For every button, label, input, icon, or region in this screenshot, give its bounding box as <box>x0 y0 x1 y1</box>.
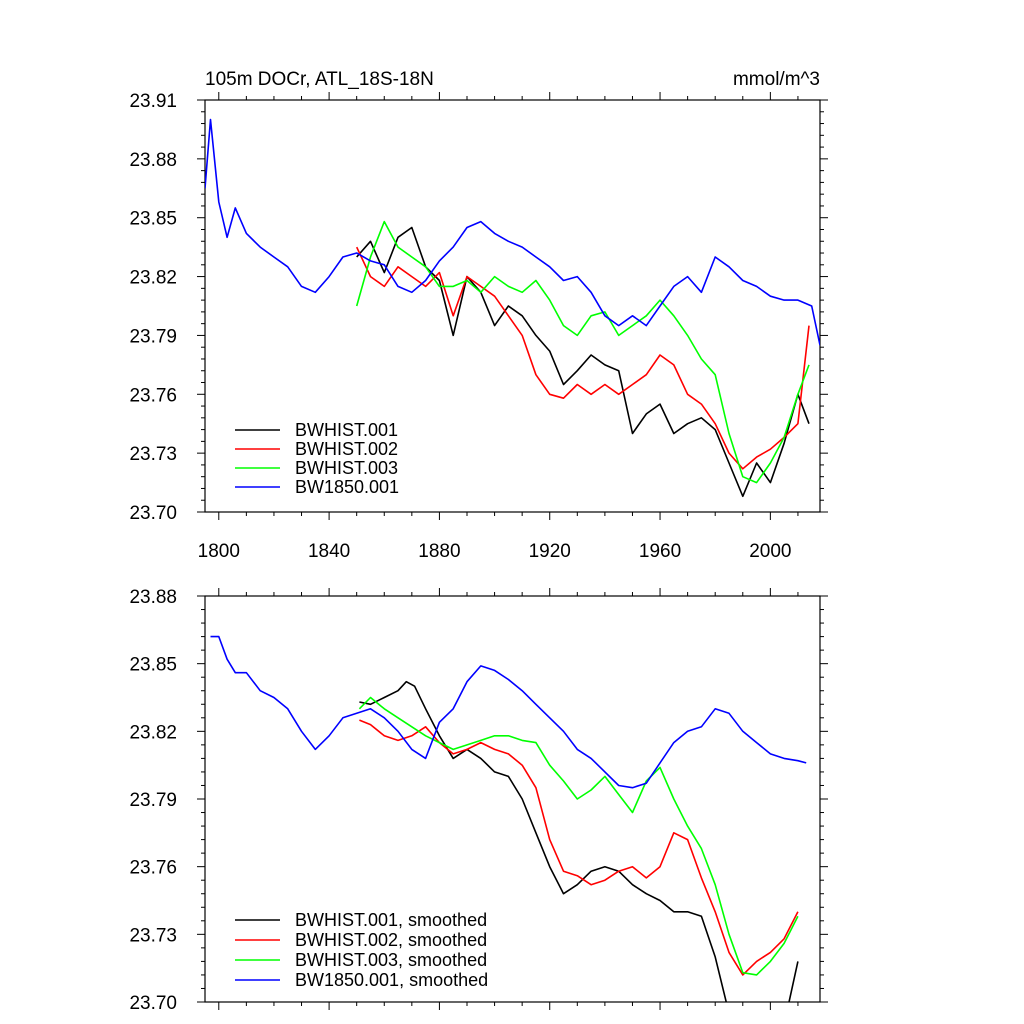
series-line-bwhist-002-smoothed <box>359 719 799 976</box>
series-line-bwhist-003 <box>355 220 810 484</box>
legend-label: BW1850.001, smoothed <box>295 970 488 990</box>
series-line-bwhist-001 <box>356 226 810 498</box>
y-tick-label: 23.82 <box>129 268 177 289</box>
series-line-bw1850-001 <box>205 118 820 346</box>
y-tick-label: 23.91 <box>129 91 177 112</box>
y-tick-label: 23.85 <box>129 209 177 230</box>
series-line-bwhist-003-smoothed <box>358 696 799 976</box>
title-right: mmol/m^3 <box>733 69 820 90</box>
legend-label: BWHIST.002 <box>295 439 398 459</box>
x-tick-label: 1840 <box>308 541 350 562</box>
y-tick-label: 23.70 <box>129 503 177 524</box>
x-tick-label: 1880 <box>418 541 460 562</box>
bottom-panel: 23.70 23.73 23.76 23.79 23.82 23.85 23.88 BWHIS… <box>129 587 828 1014</box>
y-tick-label: 23.73 <box>129 925 177 946</box>
legend-label: BWHIST.003 <box>295 458 398 478</box>
y-tick-label: 23.76 <box>129 858 177 879</box>
legend-label: BWHIST.003, smoothed <box>295 950 487 970</box>
legend-label: BWHIST.001, smoothed <box>295 910 487 930</box>
plot-frame <box>204 99 821 513</box>
y-tick-label: 23.88 <box>129 587 177 608</box>
x-tick-label: 1800 <box>198 541 240 562</box>
y-tick-label: 23.70 <box>129 993 177 1014</box>
legend-label: BWHIST.001 <box>295 420 398 440</box>
y-tick-label: 23.82 <box>129 722 177 743</box>
x-tick-label: 2000 <box>749 541 791 562</box>
series-line-bwhist-001-smoothed <box>359 680 799 1002</box>
series-line-bw1850-001-smoothed <box>210 635 807 789</box>
legend-label: BWHIST.002, smoothed <box>295 930 487 950</box>
title-left: 105m DOCr, ATL_18S-18N <box>205 69 434 90</box>
series-line-bwhist-002 <box>355 246 810 470</box>
y-tick-label: 23.76 <box>129 385 177 406</box>
x-tick-label: 1960 <box>639 541 681 562</box>
y-tick-label: 23.73 <box>129 444 177 465</box>
top-panel: 1800 1840 1880 1920 1960 2000 23.70 23.73 23.76 2… <box>129 91 828 562</box>
y-tick-label: 23.79 <box>129 326 177 347</box>
x-tick-label: 1920 <box>529 541 571 562</box>
y-tick-label: 23.88 <box>129 150 177 171</box>
y-tick-label: 23.85 <box>129 655 177 676</box>
legend-label: BW1850.001 <box>295 477 399 497</box>
y-tick-label: 23.79 <box>129 790 177 811</box>
